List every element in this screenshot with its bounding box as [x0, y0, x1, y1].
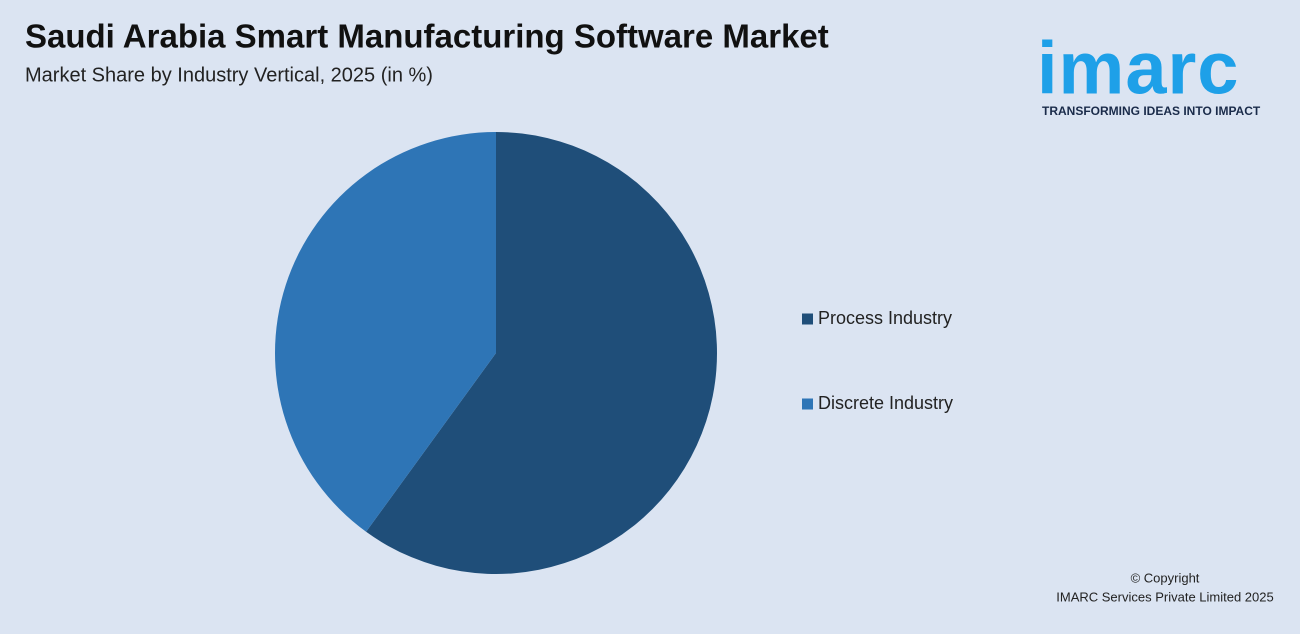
legend-label: Process Industry: [818, 308, 952, 328]
legend-swatch: [802, 398, 813, 410]
company: IMARC Services Private Limited 2025: [1056, 589, 1273, 604]
copyright: © Copyright: [1131, 570, 1200, 585]
chart-title: Saudi Arabia Smart Manufacturing Softwar…: [25, 18, 829, 55]
legend-label: Discrete Industry: [818, 393, 953, 413]
chart-subtitle: Market Share by Industry Vertical, 2025 …: [25, 64, 433, 86]
logo: imarc: [1037, 27, 1239, 110]
pie-slice: [275, 132, 496, 532]
pie-slice: [366, 132, 717, 574]
logo-tagline: TRANSFORMING IDEAS INTO IMPACT: [1042, 104, 1261, 118]
legend-swatch: [802, 313, 813, 325]
